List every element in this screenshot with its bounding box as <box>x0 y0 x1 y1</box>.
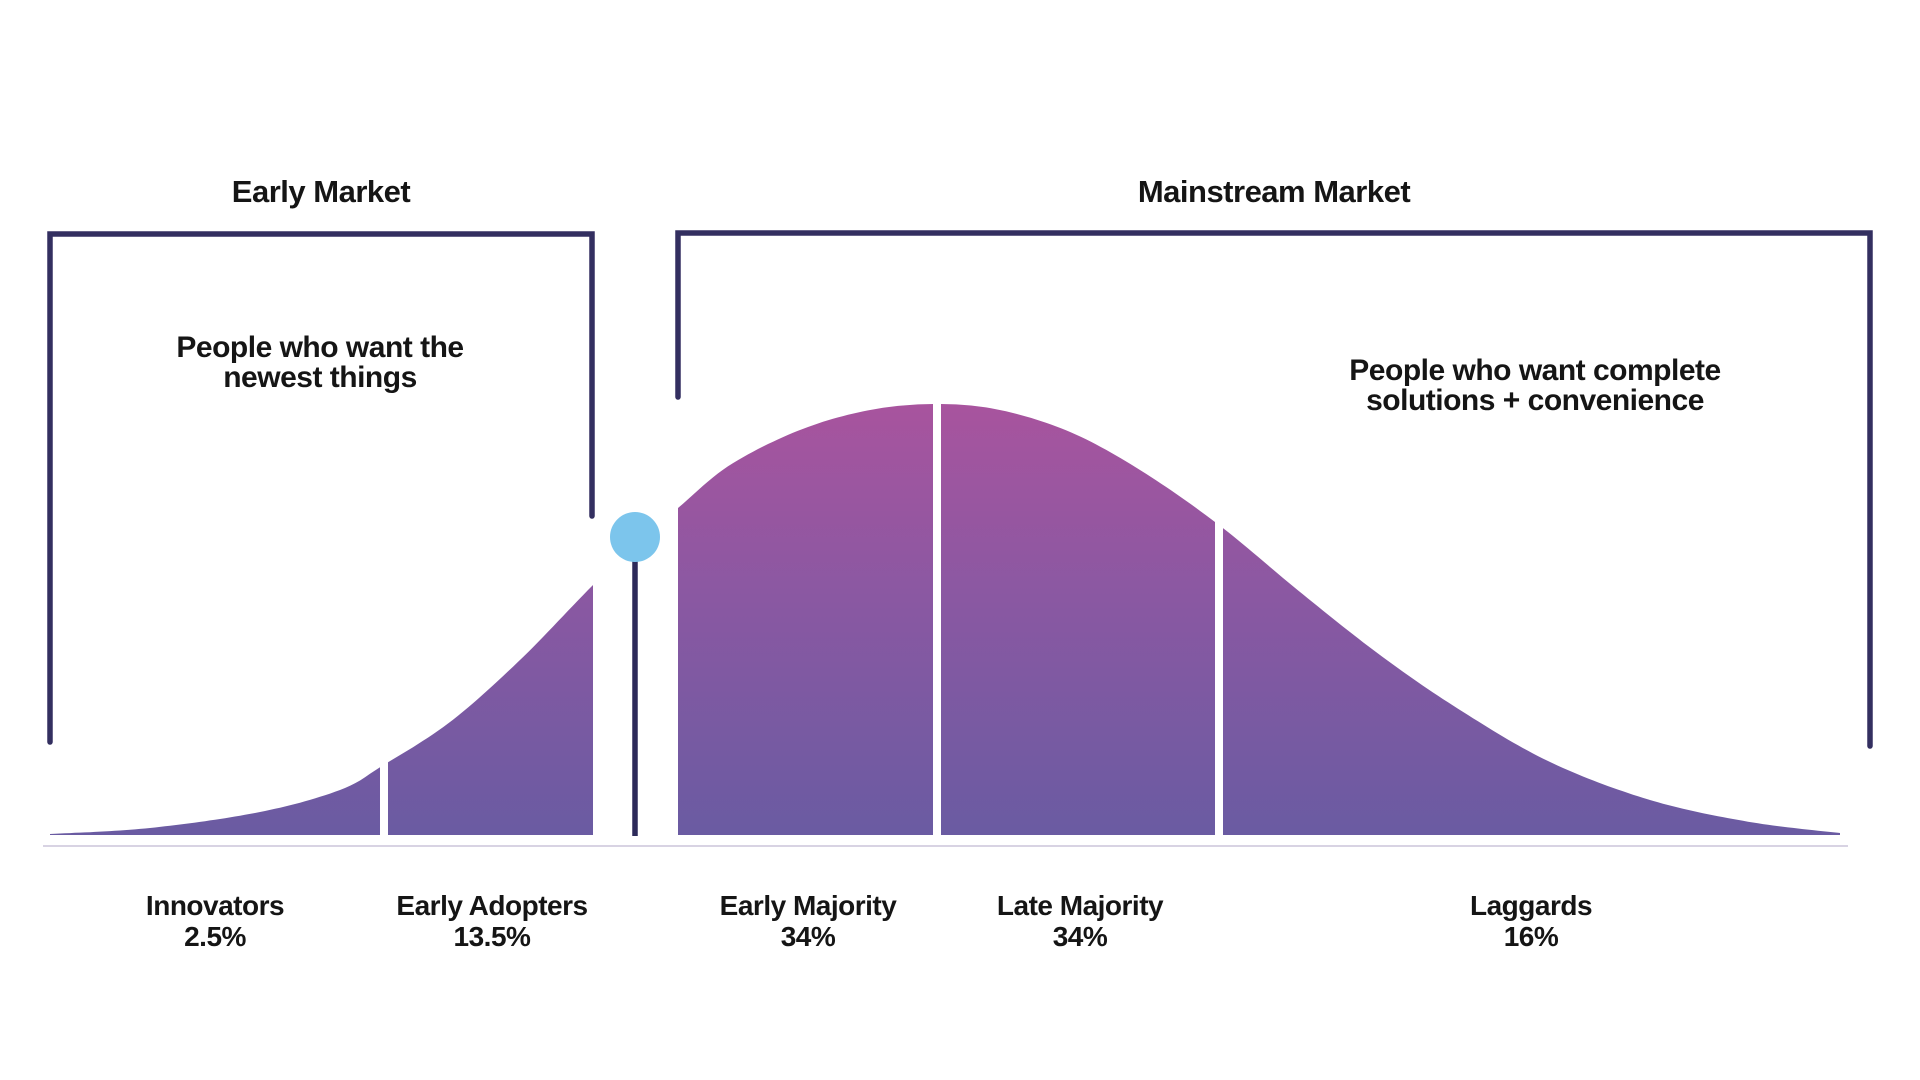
segment-name: Laggards <box>1469 890 1593 921</box>
segment-percentage: 13.5% <box>453 921 531 952</box>
segment-name: Innovators <box>145 890 285 921</box>
early-market-bracket <box>47 231 595 745</box>
segment-percentage: 34% <box>780 921 836 952</box>
segment-percentage: 34% <box>1052 921 1108 952</box>
segment-name: Early Adopters <box>396 890 588 921</box>
early-market-description: People who want the newest things <box>176 331 464 394</box>
segment-label-late-majority: Late Majority 34% <box>996 890 1164 952</box>
mainstream-market-description-line1: People who want complete <box>1349 354 1721 387</box>
segment-percentage: 2.5% <box>184 921 246 952</box>
mainstream-market-description: People who want complete solutions + con… <box>1349 354 1721 417</box>
early-market-title: Early Market <box>231 174 411 209</box>
curve-segment-innovators <box>50 767 380 835</box>
curve-segment-early-majority <box>678 404 933 835</box>
segment-name: Early Majority <box>719 890 897 921</box>
segment-percentage: 16% <box>1503 921 1559 952</box>
segment-label-laggards: Laggards 16% <box>1469 890 1593 952</box>
curve-segment-laggards <box>1223 528 1840 835</box>
early-market-description-line2: newest things <box>223 361 417 394</box>
curve-segment-late-majority <box>941 404 1215 835</box>
chasm-marker-dot <box>610 512 660 562</box>
mainstream-market-title: Mainstream Market <box>1137 174 1411 209</box>
mainstream-market-bracket <box>675 230 1873 749</box>
early-market-description-line1: People who want the <box>176 331 464 364</box>
mainstream-market-description-line2: solutions + convenience <box>1366 384 1704 417</box>
segment-label-early-majority: Early Majority 34% <box>720 890 897 952</box>
segment-label-early-adopters: Early Adopters 13.5% <box>396 890 588 952</box>
segment-name: Late Majority <box>996 890 1164 921</box>
segment-label-innovators: Innovators 2.5% <box>145 890 285 952</box>
curve-segment-early-adopters <box>388 585 593 835</box>
